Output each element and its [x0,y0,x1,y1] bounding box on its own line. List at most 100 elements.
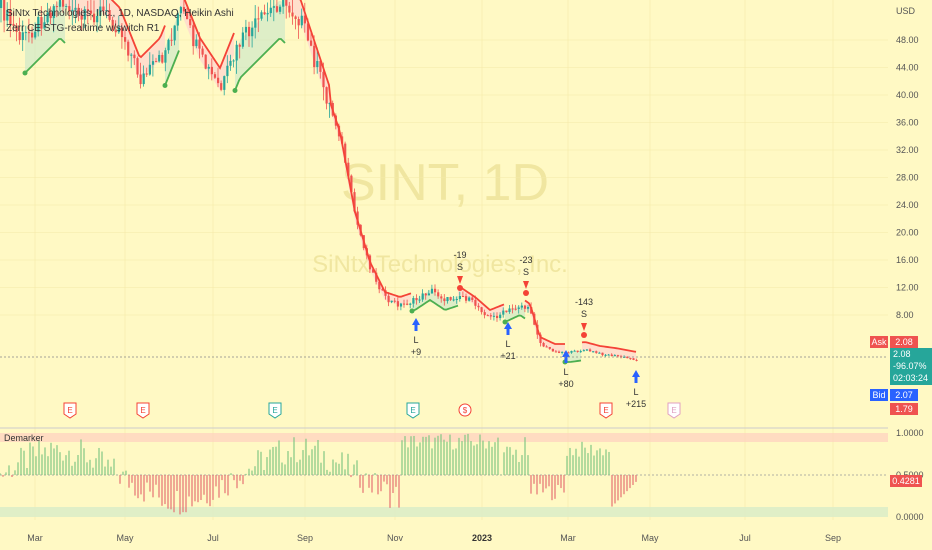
candle-body [567,352,570,354]
demarker-value-tag: 0.4281 [890,475,922,487]
signal-buy-label: L [633,387,638,397]
watermark-small: SiNtx Technologies, Inc. [312,251,568,278]
stop-fill [25,1,65,73]
candle-body [164,50,167,63]
candle-body [108,10,111,20]
candle-body [592,351,595,353]
candle-body [570,350,573,353]
price-tick-label: 16.00 [896,255,919,265]
candle-body [179,7,182,14]
candle-body [266,13,269,15]
candle-body [49,12,52,19]
candle-body [260,12,263,19]
stop-fill [525,300,565,352]
candle-body [133,54,136,59]
price-tick-label: 28.00 [896,173,919,183]
signal-sell-value: -23 [519,255,532,265]
time-tick-label: 2023 [472,533,492,543]
candle-body [148,64,151,75]
stop-dot [22,70,28,76]
candle-body [43,22,46,29]
candle-body [192,25,195,47]
event-markers[interactable]: E E E E $ E E [63,402,681,419]
candle-body [254,18,257,28]
candle-body [151,61,155,65]
stop-dot [409,308,415,314]
candle-body [539,334,542,344]
candle-body [71,9,74,12]
candle-body [390,300,393,303]
earnings-icon [599,402,613,419]
event-label: E [410,406,415,415]
stop-line [565,359,582,363]
signal-buy-value: +21 [500,351,515,361]
candle-body [548,346,551,349]
candle-body [136,58,139,75]
signal-sell-value: -143 [575,297,593,307]
price-tick-label: 32.00 [896,145,919,155]
candle-body [74,7,77,10]
stop-line [234,38,286,91]
symbol-title[interactable]: SiNtx Technologies, Inc., 1D, NASDAQ, He… [6,8,234,19]
stop-line [24,38,66,74]
time-tick-label: May [641,533,659,543]
candle-body [96,15,99,23]
candle-body [127,41,130,56]
candle-body [399,303,403,307]
candle-body [21,32,24,41]
demarker-title: Demarker [4,433,44,443]
demarker-tick-label: 0.0000 [896,512,924,522]
time-axis: Mar May Jul Sep Nov 2023 Mar May Jul Sep [27,533,841,543]
earnings-icon [268,402,282,419]
candle-body [279,6,282,12]
earnings-icon [136,402,150,419]
candle-body [167,39,170,51]
candle-body [626,356,629,359]
candle-body [124,37,127,42]
ask-label: Ask [870,336,888,348]
signal-sell-value: -19 [453,250,466,260]
candle-body [306,23,310,41]
signal-buy-value: +9 [411,347,421,357]
candle-body [52,6,55,19]
candle-body [37,17,40,32]
candle-body [15,25,18,32]
sell-dot [581,332,587,338]
candle-body [486,315,489,317]
candle-body [458,296,461,300]
candle-body [613,355,616,357]
sell-arrow-icon [581,323,587,331]
candle-body [421,293,424,300]
dividend-icon [458,403,472,417]
candle-body [502,310,505,315]
candle-body [610,354,613,357]
candle-body [412,298,415,304]
bar-countdown: 02:03:24 [893,373,929,383]
candle-body [251,27,254,37]
stop-line [411,298,459,312]
candle-body [40,17,43,29]
candle-body [139,74,142,85]
candle-body [514,308,517,310]
candle-body [455,299,458,301]
last-price-change: -96.07% [893,361,927,371]
candle-body [381,289,384,291]
candle-body [325,87,328,104]
event-label: E [140,406,145,415]
candle-body [201,48,204,55]
candle-body [313,45,316,68]
signal-buy-value: +215 [626,399,646,409]
candle-body [62,0,65,7]
candle-body [105,10,108,12]
candle-body [480,307,483,313]
candle-body [316,61,319,68]
indicator-title[interactable]: Zerr CE STG-realtime w/switch R1 [6,23,160,34]
candle-body [443,298,446,302]
sell-arrow-icon [523,281,529,289]
candle-body [68,6,71,12]
candle-body [114,30,117,33]
stop-line [183,0,235,70]
candle-body [387,295,390,303]
candle-body [241,32,244,47]
